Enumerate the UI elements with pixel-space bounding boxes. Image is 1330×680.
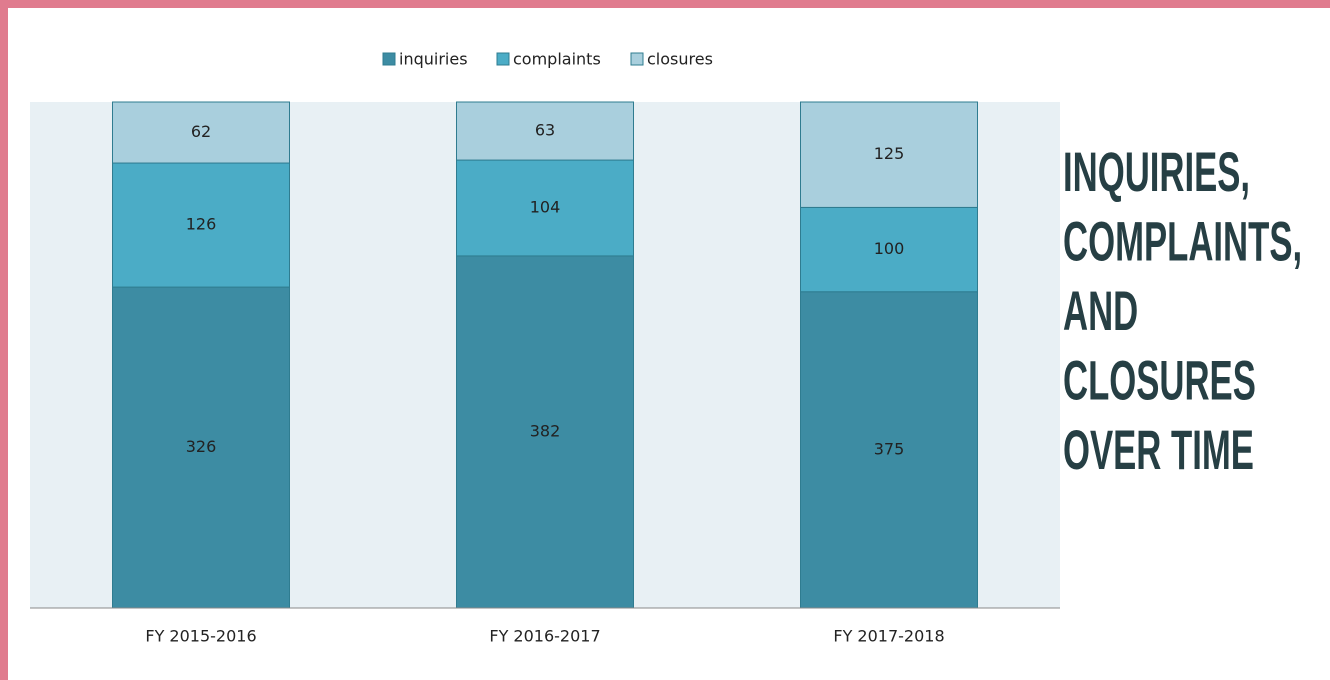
bar-segment (800, 291, 978, 609)
bar-segment (456, 159, 634, 257)
x-tick-label: FY 2017-2018 (833, 627, 944, 646)
data-label: 375 (874, 439, 905, 458)
top-border (0, 0, 1330, 8)
legend-label: closures (647, 50, 713, 69)
bar-segment (800, 206, 978, 293)
data-label: 63 (535, 121, 555, 140)
data-label: 100 (874, 239, 905, 258)
bar-segment (456, 255, 634, 609)
x-tick-label: FY 2016-2017 (489, 627, 600, 646)
legend-label: inquiries (399, 50, 468, 69)
legend-swatch (496, 52, 510, 66)
data-label: 104 (530, 197, 561, 216)
bar-segment (800, 101, 978, 208)
chart-title: CLOSURES (1063, 349, 1256, 412)
bar-segment (112, 286, 290, 609)
chart-title: COMPLAINTS, (1063, 210, 1302, 273)
chart-title: OVER TIME (1063, 418, 1254, 481)
bar-segment (456, 101, 634, 161)
data-label: 125 (874, 144, 905, 163)
left-border (0, 0, 8, 680)
chart-title: AND (1063, 279, 1138, 342)
bar-segment (112, 101, 290, 164)
legend-swatch (382, 52, 396, 66)
data-label: 326 (186, 437, 217, 456)
data-label: 126 (186, 215, 217, 234)
x-tick-label: FY 2015-2016 (145, 627, 256, 646)
data-label: 382 (530, 421, 561, 440)
chart-title: INQUIRIES, (1063, 140, 1250, 203)
legend-swatch (630, 52, 644, 66)
legend-label: complaints (513, 50, 601, 69)
data-label: 62 (191, 122, 211, 141)
